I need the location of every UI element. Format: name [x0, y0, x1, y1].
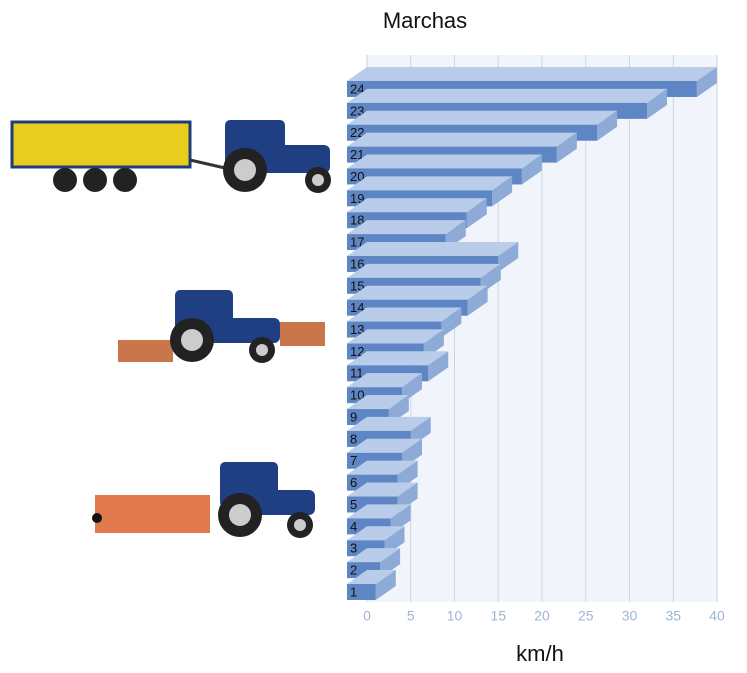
bar-top — [347, 132, 577, 147]
bar-top — [347, 241, 519, 256]
bar-side — [647, 88, 667, 119]
y-tick-label: 6 — [350, 475, 357, 490]
bar-side — [466, 198, 487, 229]
y-tick-label: 15 — [350, 278, 364, 293]
y-tick-label: 24 — [350, 81, 364, 96]
chart-title: Marchas — [383, 8, 467, 33]
y-tick-label: 3 — [350, 541, 357, 556]
x-axis-label: km/h — [516, 641, 564, 666]
bar-top — [347, 373, 422, 388]
bar-top — [347, 110, 618, 125]
x-tick-label: 15 — [490, 608, 506, 624]
tractor-mower-illustration — [118, 290, 325, 363]
x-tick-label: 35 — [665, 608, 681, 624]
bar-side — [441, 307, 462, 338]
bar-top — [347, 570, 396, 584]
bar-top — [347, 351, 449, 366]
x-tick-label: 10 — [447, 608, 463, 624]
bar-top — [347, 460, 418, 475]
bar-top — [347, 88, 667, 103]
bar-top — [347, 438, 422, 453]
bar-top — [347, 154, 542, 169]
plot-area: 0 5 10 15 20 25 30 35 40242322212019181716151413… — [347, 55, 725, 624]
x-tick-label: 30 — [622, 608, 638, 624]
bar-top — [347, 66, 717, 81]
y-tick-label: 11 — [350, 366, 364, 381]
y-tick-label: 2 — [350, 563, 357, 578]
y-tick-label: 20 — [350, 169, 364, 184]
y-tick-label: 1 — [350, 584, 357, 599]
y-tick-label: 22 — [350, 125, 364, 140]
y-tick-label: 18 — [350, 213, 364, 228]
bar-side — [467, 285, 488, 316]
y-tick-label: 7 — [350, 453, 357, 468]
y-tick-label: 17 — [350, 235, 364, 250]
bar-top — [347, 548, 401, 563]
bar-top — [347, 220, 466, 235]
bar-top — [347, 329, 444, 344]
bar-top — [347, 285, 488, 300]
x-tick-label: 25 — [578, 608, 594, 624]
y-tick-label: 8 — [350, 431, 357, 446]
y-tick-label: 9 — [350, 409, 357, 424]
y-tick-label: 12 — [350, 344, 364, 359]
y-tick-label: 19 — [350, 191, 364, 206]
bar-top — [347, 526, 405, 541]
bar-top — [347, 416, 431, 431]
x-tick-label: 5 — [407, 608, 415, 624]
y-tick-label: 13 — [350, 322, 364, 337]
y-tick-label: 23 — [350, 103, 364, 118]
tractor-harrow-illustration — [92, 462, 315, 538]
bar-side — [521, 154, 542, 185]
y-tick-label: 21 — [350, 147, 364, 162]
bar-top — [347, 504, 411, 519]
bar-top — [347, 263, 501, 278]
x-tick-label: 40 — [709, 608, 725, 624]
y-tick-label: 10 — [350, 388, 364, 403]
x-tick-label: 20 — [534, 608, 550, 624]
bar-side — [492, 176, 513, 207]
bar-top — [347, 307, 462, 322]
bar-top — [347, 395, 409, 410]
bar-side — [597, 110, 618, 141]
y-tick-label: 4 — [350, 519, 357, 534]
y-tick-label: 14 — [350, 300, 364, 315]
x-tick-label: 0 — [363, 608, 371, 624]
bar-side — [428, 351, 449, 382]
bar — [347, 584, 376, 600]
bar-top — [347, 198, 487, 213]
y-tick-label: 5 — [350, 497, 357, 512]
y-tick-label: 16 — [350, 256, 364, 271]
bar-side — [696, 66, 717, 97]
bar-side — [556, 132, 577, 163]
bar-side — [375, 570, 396, 600]
bar-top — [347, 482, 418, 497]
bar-side — [498, 241, 519, 272]
tractor-trailer-illustration — [10, 120, 331, 193]
bar-top — [347, 176, 513, 191]
